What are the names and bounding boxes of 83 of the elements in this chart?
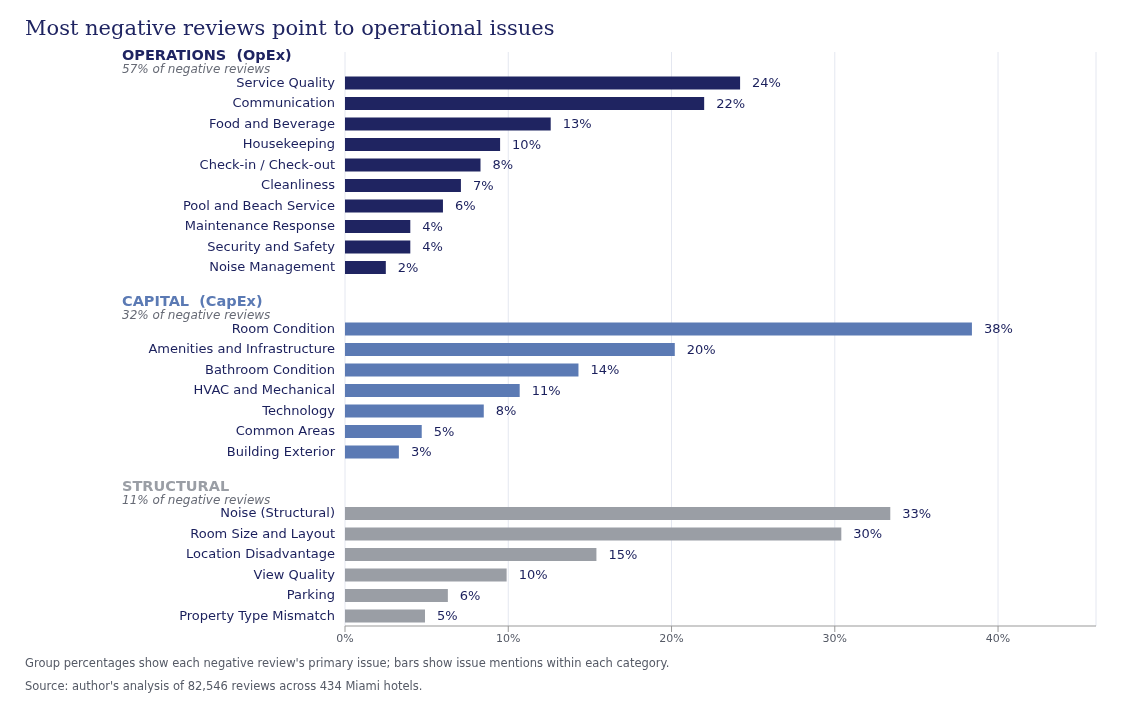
y-tick-label: Security and Safety [207, 238, 336, 254]
bar [345, 384, 520, 397]
y-tick-label: Location Disadvantage [186, 546, 335, 562]
data-label: 38% [983, 321, 1013, 336]
data-label: 10% [512, 136, 541, 152]
y-tick-label: Noise (Structural) [220, 505, 335, 521]
bar [345, 220, 411, 233]
x-tick-label: 40% [985, 631, 1011, 645]
bar [345, 199, 443, 213]
data-label: 6% [459, 587, 481, 603]
y-tick-label: Room Size and Layout [190, 525, 335, 541]
y-tick-label: Pool and Beach Service [182, 197, 335, 213]
bar [345, 76, 741, 90]
bar [345, 425, 422, 438]
data-label: 4% [422, 239, 443, 254]
text: STRUCTURAL [122, 477, 230, 494]
data-label: 3% [410, 444, 432, 459]
data-label: 10% [518, 567, 548, 582]
y-tick-label: Housekeeping [242, 136, 335, 152]
text: 57% of negative reviews [122, 62, 271, 77]
text: Group percentages show each negative review's primary issue; bars show issue mentions within each category. [25, 656, 671, 670]
data-label: 15% [608, 546, 638, 562]
x-tick-label: 10% [496, 631, 521, 645]
bar [345, 138, 501, 151]
bar [345, 404, 484, 418]
bar [345, 609, 425, 623]
y-tick-label: Cleanliness [261, 177, 336, 193]
data-label: 6% [454, 198, 476, 213]
text: OPERATIONS (OpEx) [122, 47, 292, 64]
y-tick-label: Amenities and Infrastructure [148, 341, 335, 357]
data-label: 7% [472, 177, 494, 193]
bar [345, 527, 842, 541]
data-label: 22% [716, 95, 746, 111]
chart-title: Most negative reviews point to operational issues [25, 16, 556, 42]
data-label: 11% [531, 382, 561, 398]
data-label: 20% [686, 341, 716, 357]
data-label: 13% [562, 116, 592, 131]
bar [345, 117, 551, 131]
text: 11% of negative reviews [122, 492, 271, 507]
y-tick-label: HVAC and Mechanical [193, 382, 335, 398]
bar [345, 261, 386, 274]
y-tick-label: Communication [232, 95, 335, 111]
y-tick-label: Service Quality [236, 74, 336, 90]
bar [345, 158, 481, 172]
y-tick-label: Room Condition [231, 320, 335, 336]
source-note: Source: author's analysis of 82,546 reviews across 434 Miami hotels. [25, 679, 424, 693]
bar [345, 548, 597, 561]
bar [345, 589, 448, 602]
x-tick-label: 20% [659, 631, 684, 645]
bar [345, 179, 461, 192]
bar [345, 507, 891, 520]
data-label: 2% [397, 259, 419, 275]
y-tick-label: Technology [261, 402, 336, 418]
y-tick-label: Property Type Mismatch [179, 607, 335, 623]
text: 32% of negative reviews [122, 308, 271, 323]
data-label: 5% [437, 608, 458, 623]
y-tick-label: Noise Management [209, 259, 335, 275]
bar [345, 322, 972, 336]
text: CAPITAL (CapEx) [122, 293, 263, 310]
y-tick-label: Food and Beverage [208, 115, 335, 131]
data-label: 8% [492, 157, 514, 172]
y-tick-label: Building Exterior [226, 443, 336, 459]
y-tick-label: Common Areas [235, 423, 336, 439]
bar [345, 240, 411, 254]
x-tick-label: 30% [822, 631, 848, 645]
y-tick-label: Maintenance Response [184, 218, 335, 234]
bar [345, 568, 507, 582]
data-label: 8% [495, 403, 517, 418]
data-label: 30% [853, 526, 883, 541]
data-label: 24% [752, 75, 781, 90]
data-label: 33% [902, 505, 932, 521]
data-label: 5% [433, 423, 455, 439]
bar [345, 363, 579, 377]
data-label: 4% [422, 218, 443, 234]
bar [345, 445, 399, 459]
y-tick-label: Check-in / Check-out [199, 156, 335, 172]
bar [345, 343, 675, 356]
bar [345, 97, 705, 110]
y-tick-label: Bathroom Condition [204, 361, 335, 377]
x-tick-label: 0% [336, 631, 354, 645]
y-tick-label: Parking [286, 587, 335, 603]
data-label: 14% [590, 362, 620, 377]
y-tick-label: View Quality [253, 566, 336, 582]
